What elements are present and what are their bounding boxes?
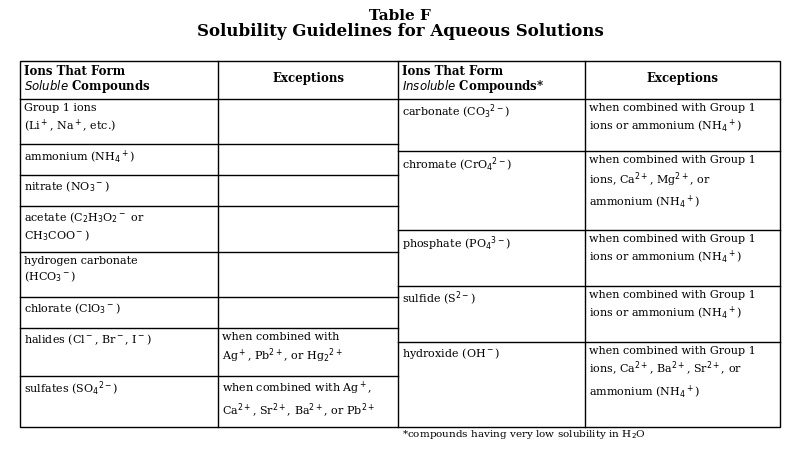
Text: nitrate (NO$_3$$^-$): nitrate (NO$_3$$^-$) <box>24 179 110 194</box>
Text: Group 1 ions
(Li$^+$, Na$^+$, etc.): Group 1 ions (Li$^+$, Na$^+$, etc.) <box>24 103 116 134</box>
Text: acetate (C$_2$H$_3$O$_2$$^-$ or
CH$_3$COO$^-$): acetate (C$_2$H$_3$O$_2$$^-$ or CH$_3$CO… <box>24 211 145 243</box>
Text: sulfide (S$^{2-}$): sulfide (S$^{2-}$) <box>402 290 476 308</box>
Text: chlorate (ClO$_3$$^-$): chlorate (ClO$_3$$^-$) <box>24 301 121 316</box>
Text: when combined with Group 1
ions or ammonium (NH$_4$$^+$): when combined with Group 1 ions or ammon… <box>589 290 756 321</box>
Text: when combined with Group 1
ions or ammonium (NH$_4$$^+$): when combined with Group 1 ions or ammon… <box>589 234 756 265</box>
Text: when combined with Ag$^+$,
Ca$^{2+}$, Sr$^{2+}$, Ba$^{2+}$, or Pb$^{2+}$: when combined with Ag$^+$, Ca$^{2+}$, Sr… <box>222 380 375 420</box>
Text: ammonium (NH$_4$$^+$): ammonium (NH$_4$$^+$) <box>24 148 135 165</box>
Text: hydroxide (OH$^-$): hydroxide (OH$^-$) <box>402 346 500 361</box>
Text: when combined with Group 1
ions, Ca$^{2+}$, Mg$^{2+}$, or
ammonium (NH$_4$$^+$): when combined with Group 1 ions, Ca$^{2+… <box>589 155 756 210</box>
Text: Solubility Guidelines for Aqueous Solutions: Solubility Guidelines for Aqueous Soluti… <box>197 23 603 40</box>
Text: carbonate (CO$_3$$^{2-}$): carbonate (CO$_3$$^{2-}$) <box>402 103 510 121</box>
Text: when combined with Group 1
ions, Ca$^{2+}$, Ba$^{2+}$, Sr$^{2+}$, or
ammonium (N: when combined with Group 1 ions, Ca$^{2+… <box>589 346 756 400</box>
Text: hydrogen carbonate
(HCO$_3$$^-$): hydrogen carbonate (HCO$_3$$^-$) <box>24 255 138 284</box>
Text: *compounds having very low solubility in H$_2$O: *compounds having very low solubility in… <box>402 428 646 441</box>
Text: $\it{Soluble}$ Compounds: $\it{Soluble}$ Compounds <box>24 78 150 95</box>
Text: sulfates (SO$_4$$^{2-}$): sulfates (SO$_4$$^{2-}$) <box>24 380 118 398</box>
Text: when combined with
Ag$^+$, Pb$^{2+}$, or Hg$_2$$^{2+}$: when combined with Ag$^+$, Pb$^{2+}$, or… <box>222 332 342 365</box>
Text: Ions That Form: Ions That Form <box>24 65 125 78</box>
Bar <box>20 61 780 427</box>
Text: halides (Cl$^-$, Br$^-$, I$^-$): halides (Cl$^-$, Br$^-$, I$^-$) <box>24 332 152 347</box>
Text: Ions That Form: Ions That Form <box>402 65 503 78</box>
Text: Exceptions: Exceptions <box>646 72 718 85</box>
Text: phosphate (PO$_4$$^{3-}$): phosphate (PO$_4$$^{3-}$) <box>402 234 511 253</box>
Text: Table F: Table F <box>369 9 431 23</box>
Text: Exceptions: Exceptions <box>272 72 344 85</box>
Text: when combined with Group 1
ions or ammonium (NH$_4$$^+$): when combined with Group 1 ions or ammon… <box>589 103 756 134</box>
Text: chromate (CrO$_4$$^{2-}$): chromate (CrO$_4$$^{2-}$) <box>402 155 512 174</box>
Text: $\it{Insoluble}$ Compounds*: $\it{Insoluble}$ Compounds* <box>402 78 545 95</box>
